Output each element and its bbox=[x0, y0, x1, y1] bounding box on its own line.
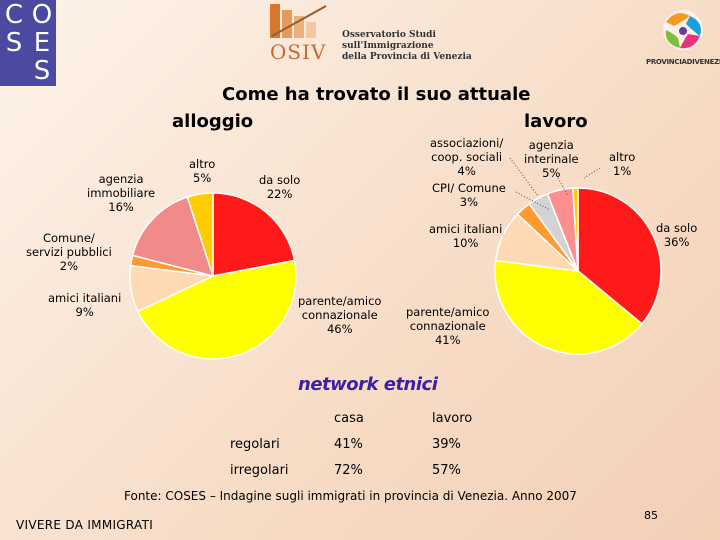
label-lavoro-agenzia: agenzia interinale 5% bbox=[524, 138, 579, 180]
coses-letter: O bbox=[31, 0, 53, 30]
label-line: 10% bbox=[452, 236, 479, 250]
pie-slice-alloggio-altro bbox=[186, 192, 214, 277]
osiv-name-line: della Provincia di Venezia bbox=[342, 52, 472, 62]
label-alloggio-da-solo: da solo 22% bbox=[259, 173, 300, 201]
provincia-logo: PROVINCIADIVENEZIA bbox=[646, 0, 720, 74]
footer-title: VIVERE DA IMMIGRATI bbox=[16, 518, 154, 532]
label-line: da solo bbox=[656, 221, 698, 235]
label-line: altro bbox=[609, 150, 636, 164]
row-label: regolari bbox=[230, 436, 280, 452]
chart-title-lavoro: lavoro bbox=[524, 111, 588, 132]
label-alloggio-agenzia: agenzia immobiliare 16% bbox=[87, 172, 155, 214]
label-lavoro-altro: altro 1% bbox=[609, 150, 635, 178]
label-line: associazioni/ bbox=[430, 136, 504, 150]
pie-slice-lavoro-parente bbox=[494, 259, 644, 355]
label-line: amici italiani bbox=[48, 291, 122, 305]
table-header-row: casa lavoro bbox=[230, 405, 492, 431]
table-row: irregolari 72% 57% bbox=[230, 457, 492, 483]
label-lavoro-da-solo: da solo 36% bbox=[656, 221, 697, 249]
label-line: Comune/ bbox=[42, 231, 95, 245]
coses-letter: E bbox=[33, 28, 51, 58]
network-title: network etnici bbox=[298, 374, 438, 395]
cell-casa: 41% bbox=[334, 436, 363, 452]
label-line: da solo bbox=[259, 173, 301, 187]
label-line: interinale bbox=[524, 152, 579, 166]
label-alloggio-parente: parente/amico connazionale 46% bbox=[298, 294, 381, 336]
label-line: 4% bbox=[457, 164, 476, 178]
cell-casa: 72% bbox=[334, 462, 363, 478]
label-lavoro-comune: CPI/ Comune 3% bbox=[432, 181, 506, 209]
source-note: Fonte: COSES – Indagine sugli immigrati … bbox=[124, 489, 577, 503]
header-cell: lavoro bbox=[432, 410, 473, 426]
coses-letter: C bbox=[4, 0, 24, 30]
label-line: agenzia bbox=[98, 172, 144, 186]
header-cell bbox=[230, 405, 334, 431]
label-line: 3% bbox=[459, 195, 479, 209]
row-label: irregolari bbox=[230, 462, 289, 478]
coses-letter: S bbox=[33, 56, 51, 86]
label-line: coop. sociali bbox=[431, 150, 503, 164]
network-table: casa lavoro regolari 41% 39% irregolari … bbox=[230, 405, 492, 483]
label-alloggio-altro: altro 5% bbox=[189, 157, 215, 185]
label-line: 9% bbox=[75, 305, 94, 319]
chart-title-main: Come ha trovato il suo attuale bbox=[222, 84, 531, 105]
pie-slice-alloggio-parente bbox=[136, 259, 297, 360]
osiv-name-line: sull'Immigrazione bbox=[342, 41, 434, 51]
label-line: 46% bbox=[326, 322, 353, 336]
label-alloggio-comune: Comune/ servizi pubblici 2% bbox=[26, 231, 112, 273]
pie-alloggio bbox=[129, 192, 297, 360]
provincia-emblem-icon bbox=[663, 10, 703, 50]
header-cell: casa bbox=[334, 410, 364, 426]
pie-lavoro bbox=[494, 157, 662, 355]
label-lavoro-parente: parente/amico connazionale 41% bbox=[406, 305, 489, 347]
provincia-name: PROVINCIADIVENEZIA bbox=[646, 58, 720, 66]
label-lavoro-associazioni: associazioni/ coop. sociali 4% bbox=[430, 136, 503, 178]
label-line: 5% bbox=[193, 171, 212, 185]
label-line: 16% bbox=[108, 200, 134, 214]
coses-letter: S bbox=[5, 28, 23, 58]
osiv-emblem-icon bbox=[270, 4, 327, 38]
leader-line bbox=[583, 167, 601, 179]
label-lavoro-amici: amici italiani 10% bbox=[429, 222, 502, 250]
osiv-logo: OSIV Osservatorio Studi sull'Immigrazion… bbox=[266, 0, 472, 70]
leader-line bbox=[509, 157, 539, 197]
label-line: 1% bbox=[613, 164, 632, 178]
pie-slice-lavoro-da_solo bbox=[577, 187, 662, 325]
label-line: parente/amico bbox=[406, 305, 490, 319]
leader-line bbox=[515, 191, 551, 211]
label-line: CPI/ Comune bbox=[432, 181, 506, 195]
label-line: 41% bbox=[434, 333, 461, 347]
label-line: 2% bbox=[59, 259, 79, 273]
label-line: connazionale bbox=[409, 319, 486, 333]
pie-slice-alloggio-agenzia_immobiliare bbox=[131, 196, 215, 278]
label-line: connazionale bbox=[301, 308, 378, 322]
page-number: 85 bbox=[644, 509, 658, 522]
label-line: 36% bbox=[663, 235, 690, 249]
leader-line bbox=[557, 177, 569, 197]
coses-logo: C O S E S bbox=[0, 0, 56, 86]
cell-lavoro: 39% bbox=[432, 436, 461, 452]
label-line: altro bbox=[189, 157, 216, 171]
pie-slice-lavoro-altro bbox=[571, 187, 579, 272]
label-alloggio-amici: amici italiani 9% bbox=[48, 291, 121, 319]
label-line: immobiliare bbox=[87, 186, 156, 200]
label-line: 22% bbox=[266, 187, 293, 201]
label-line: 5% bbox=[542, 166, 561, 180]
pie-slice-alloggio-da_solo bbox=[212, 192, 296, 277]
osiv-name-line: Osservatorio Studi bbox=[342, 30, 436, 40]
osiv-wordmark: OSIV bbox=[270, 40, 327, 64]
label-line: amici italiani bbox=[429, 222, 503, 236]
table-row: regolari 41% 39% bbox=[230, 431, 492, 457]
osiv-name: Osservatorio Studi sull'Immigrazione del… bbox=[342, 30, 472, 63]
label-line: parente/amico bbox=[298, 294, 382, 308]
label-line: agenzia bbox=[528, 138, 574, 152]
label-line: servizi pubblici bbox=[26, 245, 112, 259]
cell-lavoro: 57% bbox=[432, 462, 461, 478]
chart-title-alloggio: alloggio bbox=[172, 111, 254, 132]
